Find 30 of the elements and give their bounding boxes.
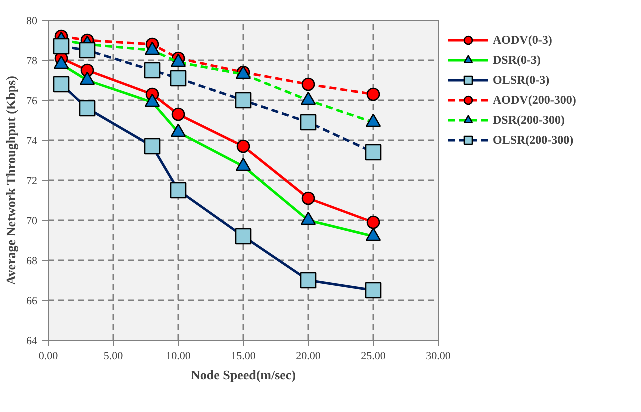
legend-label: DSR(200-300)	[493, 112, 565, 128]
legend-label: DSR(0-3)	[493, 52, 541, 68]
point	[236, 140, 250, 154]
point	[366, 88, 380, 102]
x-tick-label: 15.00	[231, 350, 256, 362]
point	[302, 192, 316, 206]
x-tick-label: 10.00	[166, 350, 192, 362]
x-tick-label: 0.00	[38, 350, 59, 362]
y-tick-label: 70	[26, 216, 38, 228]
point	[366, 216, 380, 230]
y-tick-label: 78	[26, 56, 38, 68]
y-tick-label: 72	[26, 176, 38, 188]
y-axis-title: Average Network Throughput (Kbps)	[4, 76, 18, 286]
legend-label: AODV(200-300)	[493, 92, 576, 108]
y-tick-label: 64	[26, 336, 38, 348]
y-tick-label: 68	[26, 256, 38, 268]
y-tick-label: 76	[26, 96, 38, 108]
x-tick-label: 25.00	[361, 350, 386, 362]
point	[172, 108, 186, 122]
x-axis-title: Node Speed(m/sec)	[190, 368, 296, 382]
y-tick-label: 66	[26, 296, 38, 308]
legend-label: OLSR(200-300)	[493, 132, 574, 148]
x-tick-label: 20.00	[296, 350, 322, 362]
legend-label: OLSR(0-3)	[493, 72, 550, 88]
x-tick-label: 5.00	[104, 350, 124, 362]
y-tick-label: 80	[26, 16, 38, 28]
legend-label: AODV(0-3)	[493, 32, 552, 48]
x-tick-label: 30.00	[426, 350, 452, 362]
point	[302, 78, 316, 92]
y-tick-label: 74	[26, 136, 38, 148]
